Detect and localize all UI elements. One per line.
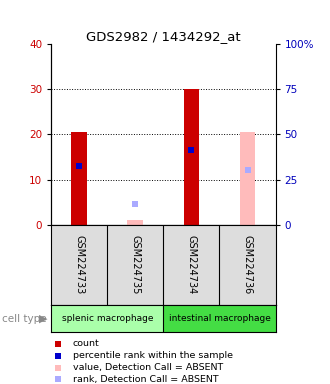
Text: GSM224734: GSM224734 xyxy=(186,235,196,295)
Point xyxy=(245,167,250,174)
Text: count: count xyxy=(73,339,99,348)
Title: GDS2982 / 1434292_at: GDS2982 / 1434292_at xyxy=(86,30,241,43)
Point xyxy=(77,163,82,169)
Point xyxy=(133,201,138,207)
Bar xyxy=(127,220,143,225)
Text: cell type: cell type xyxy=(2,314,46,324)
Text: value, Detection Call = ABSENT: value, Detection Call = ABSENT xyxy=(73,363,223,372)
Text: splenic macrophage: splenic macrophage xyxy=(61,314,153,323)
Text: GSM224733: GSM224733 xyxy=(74,235,84,295)
Bar xyxy=(183,89,199,225)
Bar xyxy=(51,305,163,332)
Text: ▶: ▶ xyxy=(39,314,48,324)
Text: GSM224735: GSM224735 xyxy=(130,235,140,295)
Bar xyxy=(240,132,255,225)
Text: percentile rank within the sample: percentile rank within the sample xyxy=(73,351,233,361)
Text: rank, Detection Call = ABSENT: rank, Detection Call = ABSENT xyxy=(73,374,218,384)
Text: GSM224736: GSM224736 xyxy=(243,235,252,295)
Bar xyxy=(71,132,87,225)
Text: intestinal macrophage: intestinal macrophage xyxy=(169,314,270,323)
Bar xyxy=(163,305,276,332)
Point xyxy=(189,147,194,153)
